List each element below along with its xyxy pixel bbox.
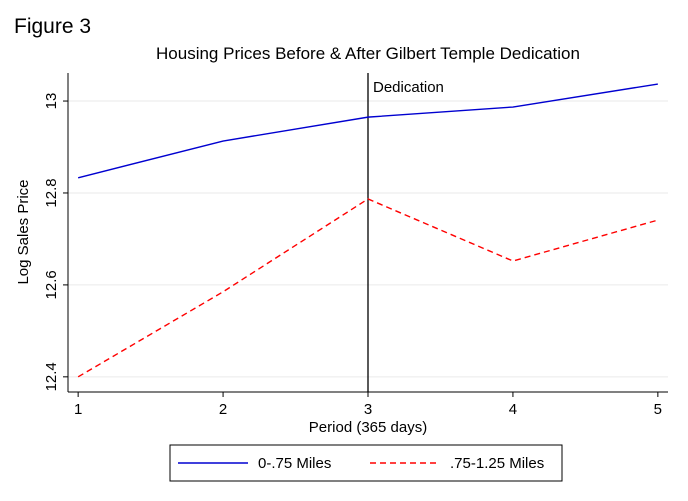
y-axis-label: Log Sales Price	[15, 179, 32, 284]
x-tick-label: 4	[509, 401, 517, 418]
x-tick-label: 2	[219, 401, 227, 418]
x-tick-label: 1	[74, 401, 82, 418]
legend-label: .75-1.25 Miles	[450, 455, 544, 472]
series-line	[77, 83, 658, 179]
x-axis-label: Period (365 days)	[309, 419, 427, 436]
legend-label: 0-.75 Miles	[258, 455, 331, 472]
chart-title: Housing Prices Before & After Gilbert Te…	[156, 44, 580, 63]
y-tick-label: 12.4	[43, 362, 60, 391]
y-tick-label: 12.6	[43, 270, 60, 299]
y-tick-label: 13	[43, 93, 60, 110]
x-tick-label: 5	[654, 401, 662, 418]
figure-label: Figure 3	[14, 15, 91, 38]
y-tick-label: 12.8	[43, 178, 60, 207]
series-line	[77, 198, 659, 378]
legend-box	[169, 444, 563, 482]
annotation-label: Dedication	[373, 79, 444, 96]
x-tick-label: 3	[364, 401, 372, 418]
